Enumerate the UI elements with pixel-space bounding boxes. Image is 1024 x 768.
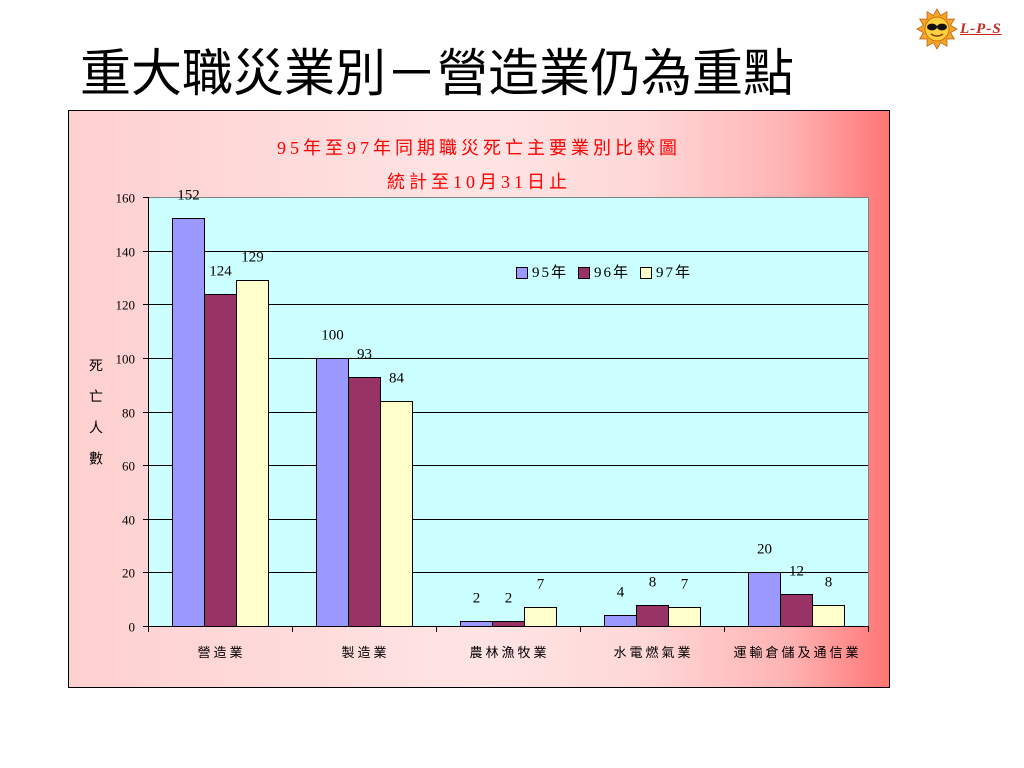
bar-series-2-category-2 <box>348 377 381 627</box>
y-tick-label: 0 <box>129 620 136 635</box>
category-label-2: 製造業 <box>341 645 389 660</box>
data-label-series-1-category-1: 152 <box>177 188 200 204</box>
legend-label-97: 97年 <box>656 265 693 281</box>
bar-series-3-category-5 <box>812 605 845 627</box>
legend-label-95: 95年 <box>532 265 569 281</box>
data-label-series-1-category-5: 20 <box>757 542 772 558</box>
chart-title: 95年至97年同期職災死亡主要業別比較圖 <box>277 138 681 158</box>
chart-plot-svg: 0 20 40 60 80 100 120 140 160 152 100 2 4 20 124 93 2 8 12… <box>116 188 869 660</box>
bar-series-1-category-3 <box>460 621 493 627</box>
y-tick-label: 60 <box>122 459 135 474</box>
legend-item-97: 97年 <box>640 262 692 284</box>
chart-box: 0 20 40 60 80 100 120 140 160 152 100 2 4 20 124 93 2 8 12… <box>68 110 890 688</box>
data-label-series-3-category-4: 7 <box>681 577 689 593</box>
bar-series-1-category-1 <box>172 218 205 627</box>
chart-subtitle: 統計至10月31日止 <box>387 172 571 192</box>
bar-series-1-category-2 <box>316 358 349 627</box>
legend-swatch-97 <box>640 267 653 279</box>
bar-series-3-category-1 <box>236 280 269 627</box>
bar-series-3-category-4 <box>668 607 701 627</box>
y-tick-label: 120 <box>116 298 136 313</box>
y-tick-label: 20 <box>122 566 135 581</box>
legend-swatch-95 <box>516 267 528 279</box>
legend: 95年 96年 97年 <box>516 262 692 284</box>
bar-series-1-category-5 <box>748 572 781 627</box>
legend-item-96: 96年 <box>578 262 630 284</box>
sun-icon <box>916 8 958 50</box>
data-label-series-2-category-5: 12 <box>789 564 804 580</box>
category-label-4: 水電燃氣業 <box>613 645 693 660</box>
bar-series-2-category-3 <box>492 621 525 627</box>
y-axis-label: 死亡人數 <box>87 358 102 482</box>
data-label-series-1-category-4: 4 <box>617 585 625 601</box>
bar-series-2-category-1 <box>204 294 237 627</box>
data-label-series-1-category-2: 100 <box>321 328 344 344</box>
y-tick-label: 140 <box>116 245 136 260</box>
bar-series-2-category-5 <box>780 594 813 627</box>
legend-swatch-96 <box>578 267 591 279</box>
legend-item-95: 95年 <box>516 262 568 284</box>
data-label-series-3-category-2: 84 <box>389 371 405 387</box>
bar-series-3-category-2 <box>380 401 413 627</box>
bar-series-1-category-4 <box>604 615 637 627</box>
data-label-series-3-category-1: 129 <box>241 250 264 266</box>
y-tick-label: 40 <box>122 513 135 528</box>
y-tick-label: 100 <box>116 352 136 367</box>
logo-text: L-P-S <box>960 21 1002 37</box>
data-label-series-2-category-3: 2 <box>505 591 513 607</box>
data-label-series-2-category-1: 124 <box>209 264 232 280</box>
data-label-series-3-category-5: 8 <box>825 575 833 591</box>
bar-series-3-category-3 <box>524 607 557 627</box>
y-tick-label: 160 <box>116 191 136 206</box>
slide-title: 重大職災業別－營造業仍為重點 <box>80 45 795 104</box>
data-label-series-3-category-3: 7 <box>537 577 545 593</box>
bar-series-2-category-4 <box>636 605 669 627</box>
data-label-series-1-category-3: 2 <box>473 591 481 607</box>
category-label-5: 運輸倉儲及通信業 <box>733 645 861 660</box>
category-label-1: 營造業 <box>197 645 245 660</box>
data-label-series-2-category-2: 93 <box>357 347 372 363</box>
y-tick-label: 80 <box>122 406 135 421</box>
data-label-series-2-category-4: 8 <box>649 575 657 591</box>
legend-label-96: 96年 <box>594 265 631 281</box>
logo: L-P-S <box>916 6 1020 52</box>
category-label-3: 農林漁牧業 <box>469 645 549 660</box>
